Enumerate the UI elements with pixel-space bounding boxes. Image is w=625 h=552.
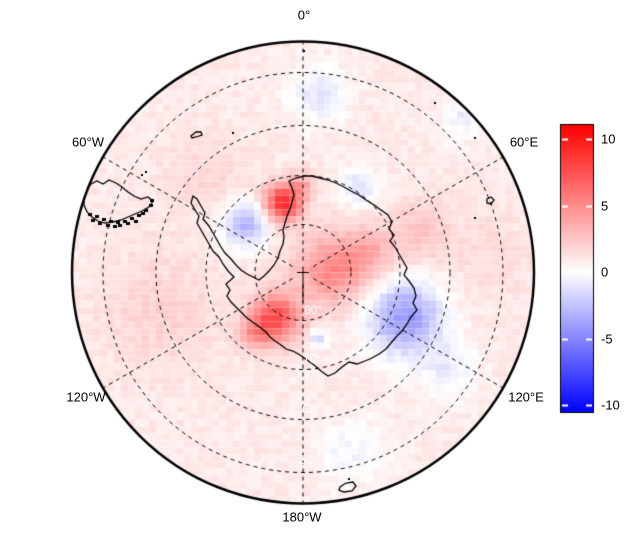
- meridian-label-0: 0°: [297, 7, 311, 23]
- colorbar-tick-5: 5: [601, 198, 609, 214]
- latitude-label-70: 70°: [303, 354, 321, 366]
- meridian-label-120e: 120°E: [508, 389, 544, 405]
- latitude-label-80: 80°: [304, 305, 322, 317]
- meridian-label-60e: 60°E: [509, 134, 539, 150]
- colorbar-tick-0: 0: [601, 264, 609, 280]
- colorbar-tick--5: -5: [601, 331, 613, 347]
- latitude-label-50: 50°: [300, 455, 318, 467]
- meridian-label-180w: 180°W: [282, 509, 322, 525]
- colorbar-tick-10: 10: [601, 131, 616, 147]
- colorbar-tick--10: -10: [601, 397, 620, 413]
- meridian-label-60w: 60°W: [72, 134, 104, 150]
- latitude-label-60: 60°: [302, 404, 320, 416]
- meridian-label-120w: 120°W: [66, 389, 106, 405]
